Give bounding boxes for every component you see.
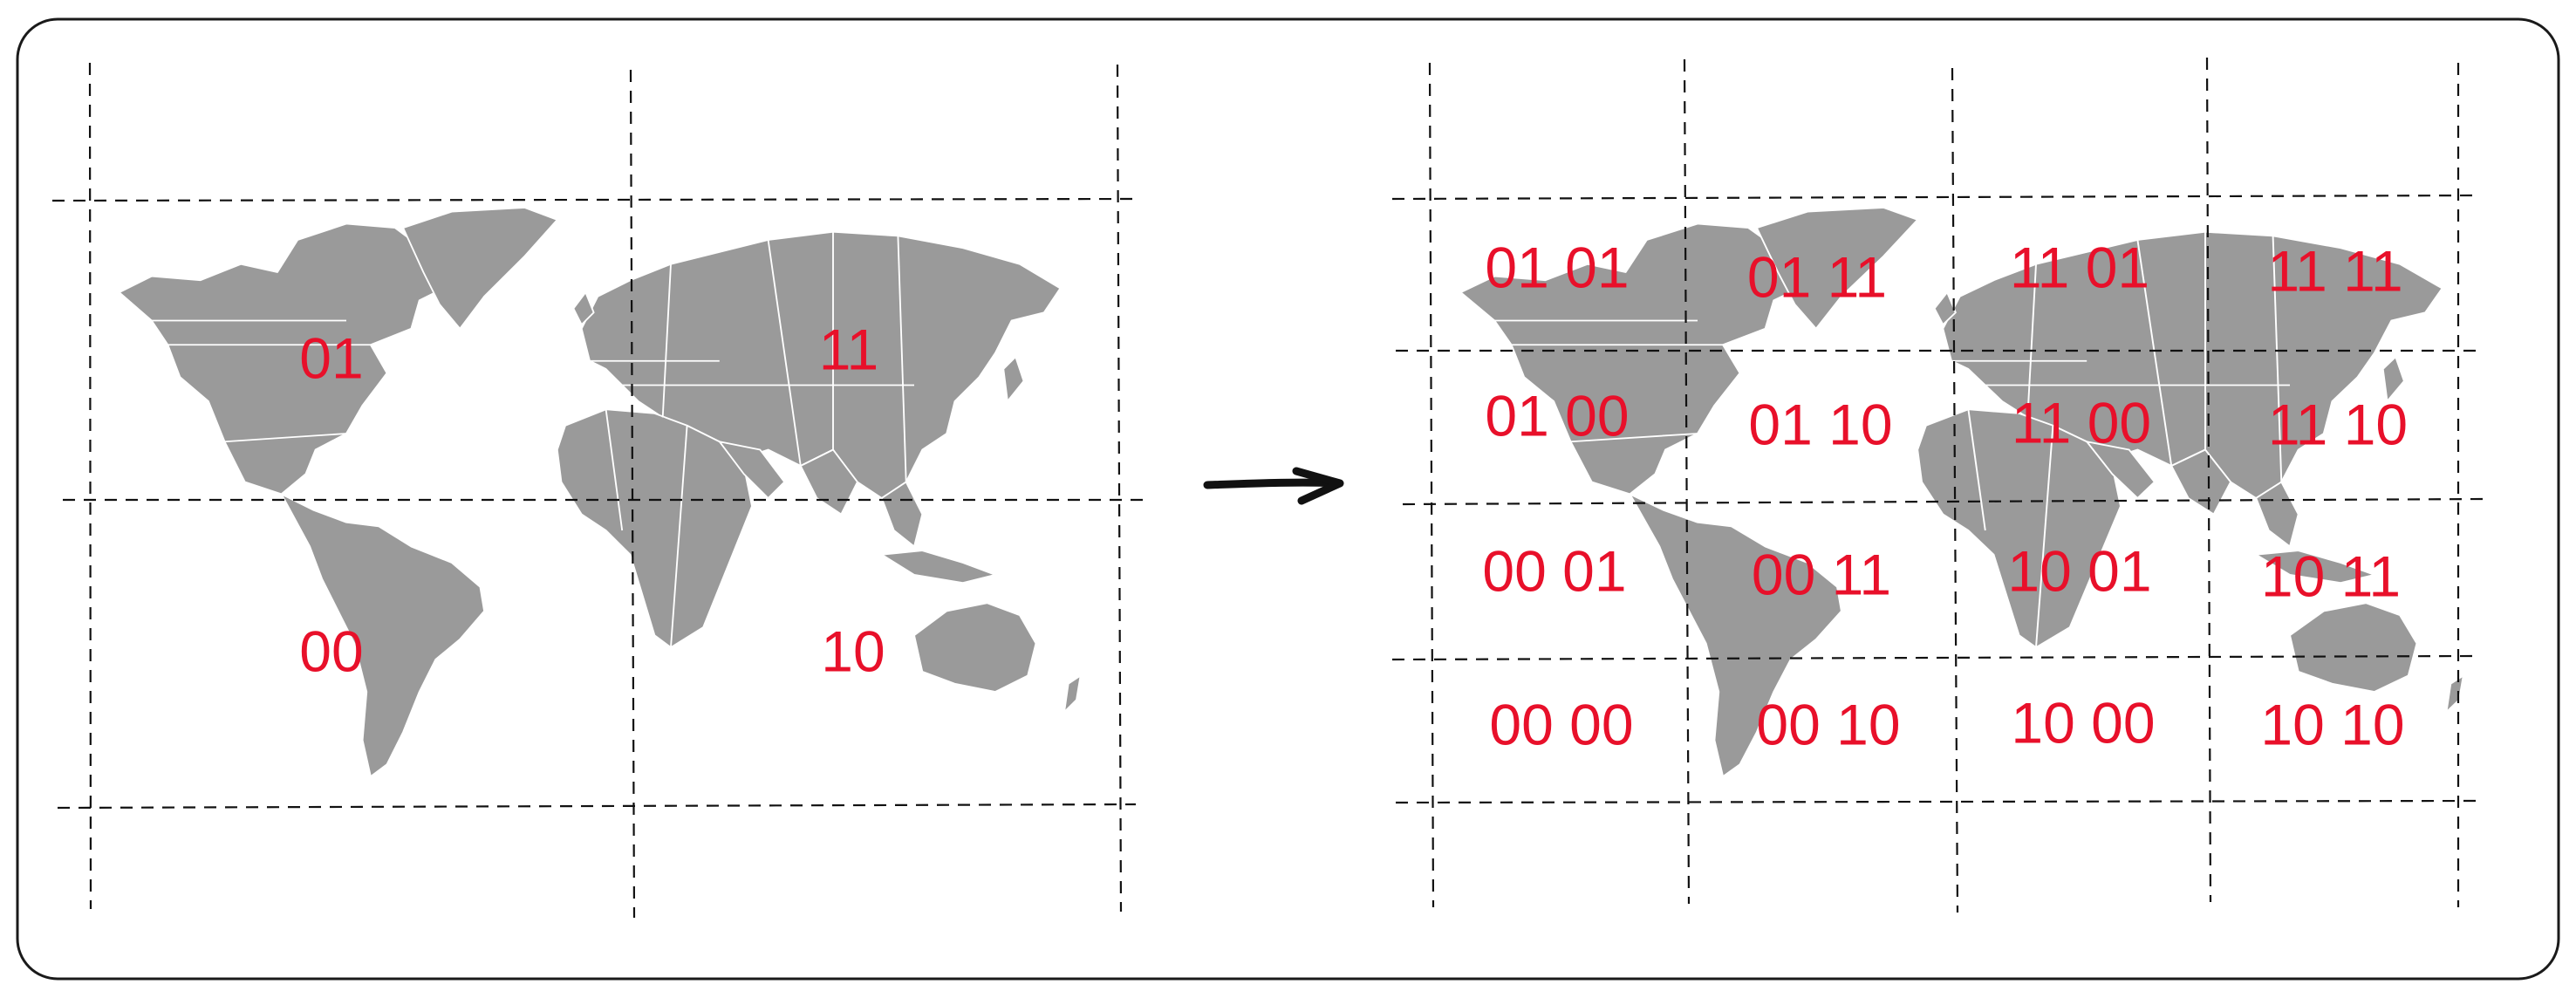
coarse-label-ne: 11 bbox=[819, 317, 879, 381]
country-borders bbox=[151, 231, 915, 648]
north-america-landmass bbox=[1459, 222, 1800, 496]
fine-label-r3c3: 10 01 bbox=[2007, 538, 2151, 603]
coarse-grid bbox=[51, 62, 1145, 919]
coarse-label-se: 10 bbox=[821, 619, 885, 683]
fine-grid-v1 bbox=[1428, 62, 1435, 908]
coarse-grid-v1 bbox=[88, 62, 92, 910]
fine-grid-h1 bbox=[1391, 194, 2478, 201]
diagram-frame bbox=[16, 17, 2560, 981]
fine-label-r3c2: 00 11 bbox=[1752, 542, 1891, 606]
uk-landmass bbox=[572, 291, 595, 326]
fine-grid-v4 bbox=[2205, 57, 2212, 903]
fine-label-r1c2: 01 11 bbox=[1747, 244, 1887, 309]
coarse-grid-v2 bbox=[629, 69, 636, 919]
fine-grid-v3 bbox=[1951, 67, 1959, 913]
fine-label-r2c2: 01 10 bbox=[1748, 392, 1892, 456]
japan-landmass bbox=[1002, 356, 1025, 402]
south-america-landmass bbox=[1629, 493, 1842, 778]
fine-label-r4c2: 00 10 bbox=[1756, 692, 1900, 756]
south-asia-landmass bbox=[718, 441, 924, 548]
uk-landmass bbox=[1933, 291, 1957, 326]
right-world-map bbox=[1459, 207, 2464, 778]
fine-label-r1c1: 01 01 bbox=[1485, 235, 1629, 299]
fine-label-r3c4: 10 11 bbox=[2261, 543, 2401, 608]
fine-grid bbox=[1391, 57, 2484, 913]
left-world-map bbox=[118, 207, 1082, 778]
greenland-landmass bbox=[402, 207, 558, 330]
fine-label-r4c4: 10 10 bbox=[2260, 692, 2404, 756]
country-borders bbox=[1494, 231, 2291, 648]
fine-grid-v2 bbox=[1683, 58, 1691, 905]
fine-label-r4c1: 00 00 bbox=[1489, 692, 1633, 756]
coarse-grid-h1 bbox=[51, 197, 1135, 202]
australia-landmass bbox=[913, 602, 1037, 693]
north-america-landmass bbox=[118, 222, 445, 496]
fine-label-r3c1: 00 01 bbox=[1482, 538, 1626, 603]
japan-landmass bbox=[2381, 356, 2405, 402]
greenland-landmass bbox=[1755, 207, 1919, 330]
fine-label-r2c1: 01 00 bbox=[1485, 383, 1629, 448]
fine-label-r2c4: 11 10 bbox=[2268, 392, 2408, 456]
coarse-label-sw: 00 bbox=[299, 619, 363, 683]
fine-label-r1c4: 11 11 bbox=[2267, 238, 2402, 303]
fine-grid-h5 bbox=[1395, 799, 2478, 804]
new-zealand-landmass bbox=[1063, 674, 1082, 714]
fine-label-r2c3: 11 00 bbox=[2012, 390, 2151, 455]
fine-label-r1c3: 11 01 bbox=[2010, 235, 2149, 299]
south-america-landmass bbox=[280, 493, 486, 778]
coarse-label-nw: 01 bbox=[299, 325, 363, 390]
coarse-labels: 01 11 00 10 bbox=[299, 317, 885, 683]
fine-grid-h4 bbox=[1391, 654, 2475, 661]
indonesia-landmass bbox=[2255, 550, 2375, 584]
fine-labels: 01 01 01 11 11 01 11 11 01 00 01 10 11 0… bbox=[1482, 235, 2408, 756]
australia-landmass bbox=[2289, 602, 2418, 693]
right-arrow-icon bbox=[1203, 467, 1344, 505]
indonesia-landmass bbox=[880, 550, 996, 584]
fine-label-r4c3: 10 00 bbox=[2011, 690, 2155, 755]
coarse-grid-v3 bbox=[1116, 64, 1123, 913]
south-asia-landmass bbox=[2086, 441, 2299, 548]
